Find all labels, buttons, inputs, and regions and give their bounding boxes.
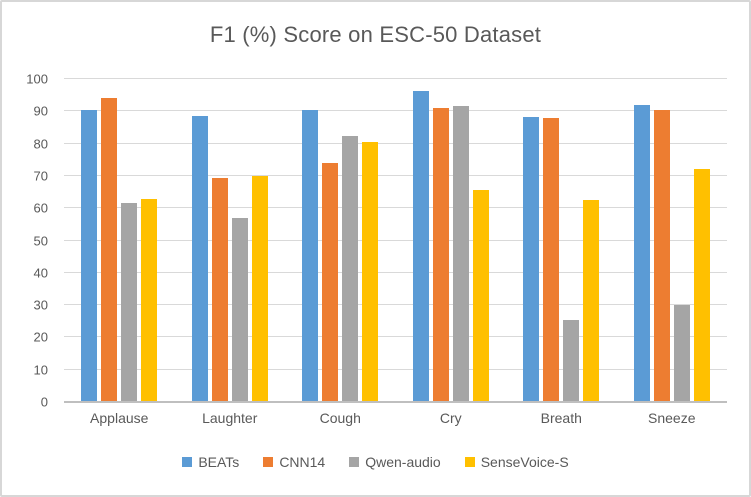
y-axis: 0 10 20 30 40 50 60 70 80 90 100 [2,72,48,410]
bar-cnn14-sneeze [653,109,670,402]
legend-label: SenseVoice-S [480,454,569,470]
bar-cnn14-laughter [211,177,228,402]
legend-item-cnn14: CNN14 [263,454,325,470]
legend-label: CNN14 [279,454,326,470]
gridline [64,239,727,241]
legend-swatch-icon [182,457,193,467]
bar-group-sneeze [617,79,728,402]
y-tick-label: 100 [26,71,48,87]
legend-item-qwen-audio: Qwen-audio [349,454,441,470]
legend-swatch-icon [263,457,274,467]
bar-group-cough [285,79,396,402]
bar-qwen-audio-breath [563,319,580,402]
bar-sensevoice-s-applause [141,198,158,402]
gridline [64,368,727,370]
x-category-label: Cry [439,410,462,426]
gridline [64,174,727,176]
y-tick-label: 10 [33,362,48,378]
x-category-label: Sneeze [648,410,696,426]
legend-label: Qwen-audio [365,454,441,470]
legend-swatch-icon [464,457,475,467]
bar-qwen-audio-applause [121,203,138,402]
x-axis-line [64,401,727,403]
y-tick-label: 60 [33,200,48,216]
bar-beats-applause [81,109,98,402]
bar-sensevoice-s-breath [583,200,600,402]
bar-cnn14-applause [101,98,118,402]
y-tick-label: 70 [33,168,48,184]
bar-qwen-audio-cry [452,106,469,402]
legend-item-beats: BEATs [182,454,239,470]
x-category-label: Applause [90,410,149,426]
x-category-label: Cough [319,410,361,426]
gridline [64,304,727,306]
chart-title: F1 (%) Score on ESC-50 Dataset [209,22,542,47]
plot-area [64,78,727,403]
bar-groups-layer [64,79,727,402]
legend-item-sensevoice-s: SenseVoice-S [464,454,569,470]
bar-beats-laughter [191,116,208,402]
legend-swatch-icon [349,457,360,467]
bar-beats-breath [523,117,540,402]
y-tick-label: 80 [33,136,48,152]
gridline [64,207,727,209]
y-tick-label: 20 [33,329,48,345]
bar-qwen-audio-sneeze [673,305,690,402]
bar-group-breath [506,79,617,402]
legend-label: BEATs [198,454,240,470]
bar-sensevoice-s-cough [362,142,379,402]
bar-group-laughter [175,79,286,402]
bar-cnn14-cough [322,162,339,402]
bar-qwen-audio-laughter [231,217,248,402]
gridline [64,142,727,144]
gridline [64,78,727,79]
x-category-label: Breath [540,410,582,426]
bar-sensevoice-s-sneeze [693,169,710,402]
gridline [64,336,727,338]
y-tick-label: 50 [33,233,48,248]
bar-cnn14-breath [543,118,560,402]
y-tick-label: 0 [40,394,48,410]
bar-sensevoice-s-laughter [251,175,268,402]
bar-sensevoice-s-cry [472,190,489,402]
x-axis: Applause Laughter Cough Cry Breath Sneeze [64,410,727,426]
bar-cnn14-cry [432,108,449,402]
bar-qwen-audio-cough [342,135,359,402]
y-tick-label: 40 [33,265,48,281]
y-tick-label: 30 [33,297,48,313]
bar-group-cry [396,79,507,402]
bar-group-applause [64,79,175,402]
bar-beats-sneeze [633,104,650,402]
gridline [64,271,727,273]
legend: BEATs CNN14 Qwen-audio SenseVoice-S [2,454,749,470]
gridline [64,110,727,112]
x-category-label: Laughter [202,410,258,426]
bar-beats-cough [302,109,319,402]
bar-beats-cry [412,91,429,402]
y-tick-label: 90 [33,103,48,119]
